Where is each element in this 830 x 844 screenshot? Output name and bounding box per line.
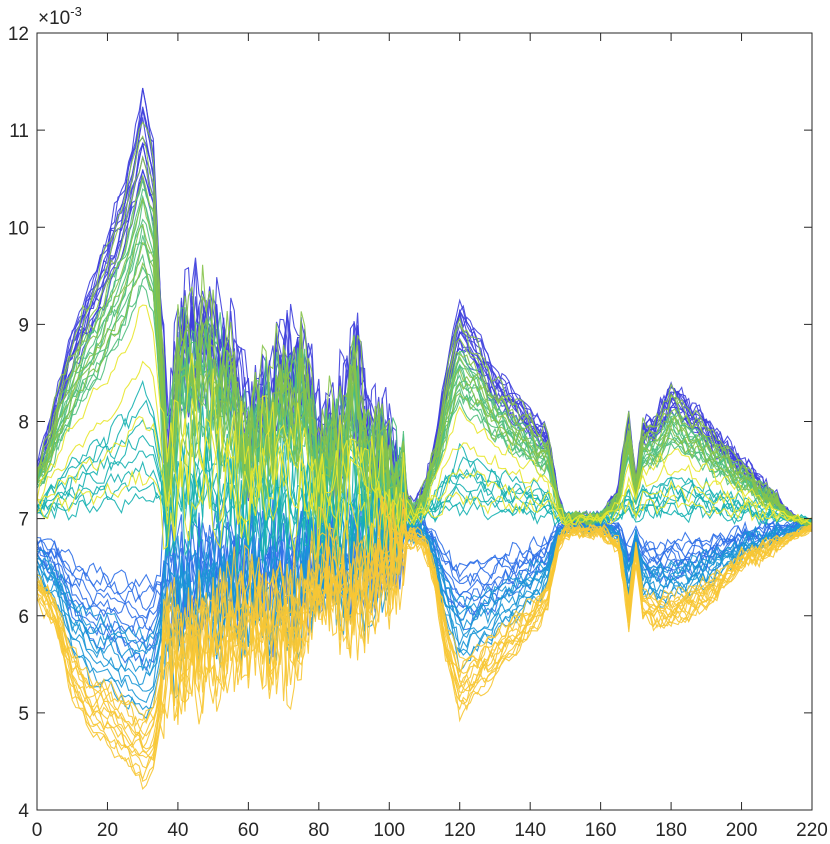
y-exponent-base: ×10: [38, 8, 70, 29]
x-axis: 0 20 40 60 80 100 120 140 160 180 200 220: [32, 33, 828, 841]
x-tick-label: 220: [796, 820, 828, 841]
x-tick-label: 60: [238, 820, 259, 841]
series-line-75: [36, 525, 813, 762]
series-layer: [36, 87, 813, 790]
y-tick-label: 7: [18, 510, 29, 531]
series-line-28: [36, 511, 813, 677]
x-tick-label: 140: [514, 820, 546, 841]
series-line-60: [36, 135, 813, 530]
y-tick-label: 6: [18, 607, 29, 628]
y-exponent-power: -3: [70, 4, 82, 19]
y-tick-label: 11: [9, 121, 29, 142]
x-tick-label: 0: [32, 820, 43, 841]
series-line-78: [36, 496, 813, 783]
y-tick-label: 5: [18, 704, 29, 725]
y-tick-label: 12: [8, 24, 29, 45]
series-line-79: [36, 525, 813, 790]
x-tick-label: 160: [585, 820, 617, 841]
series-line-61: [36, 121, 813, 531]
y-axis: 4 5 6 7 8 9 10 11 12: [8, 24, 812, 822]
series-line-63: [36, 415, 813, 560]
x-tick-label: 120: [444, 820, 476, 841]
y-tick-label: 9: [18, 315, 29, 336]
x-tick-label: 40: [167, 820, 188, 841]
y-tick-label: 8: [18, 413, 29, 434]
x-tick-label: 80: [308, 820, 329, 841]
x-tick-label: 100: [373, 820, 405, 841]
x-tick-label: 20: [97, 820, 118, 841]
x-tick-label: 180: [655, 820, 687, 841]
y-tick-label: 4: [18, 801, 29, 822]
y-exponent-label: ×10-3: [38, 4, 82, 29]
y-tick-label: 10: [8, 218, 29, 239]
series-line-65: [36, 304, 813, 545]
series-line-64: [36, 360, 813, 542]
x-tick-label: 200: [726, 820, 758, 841]
